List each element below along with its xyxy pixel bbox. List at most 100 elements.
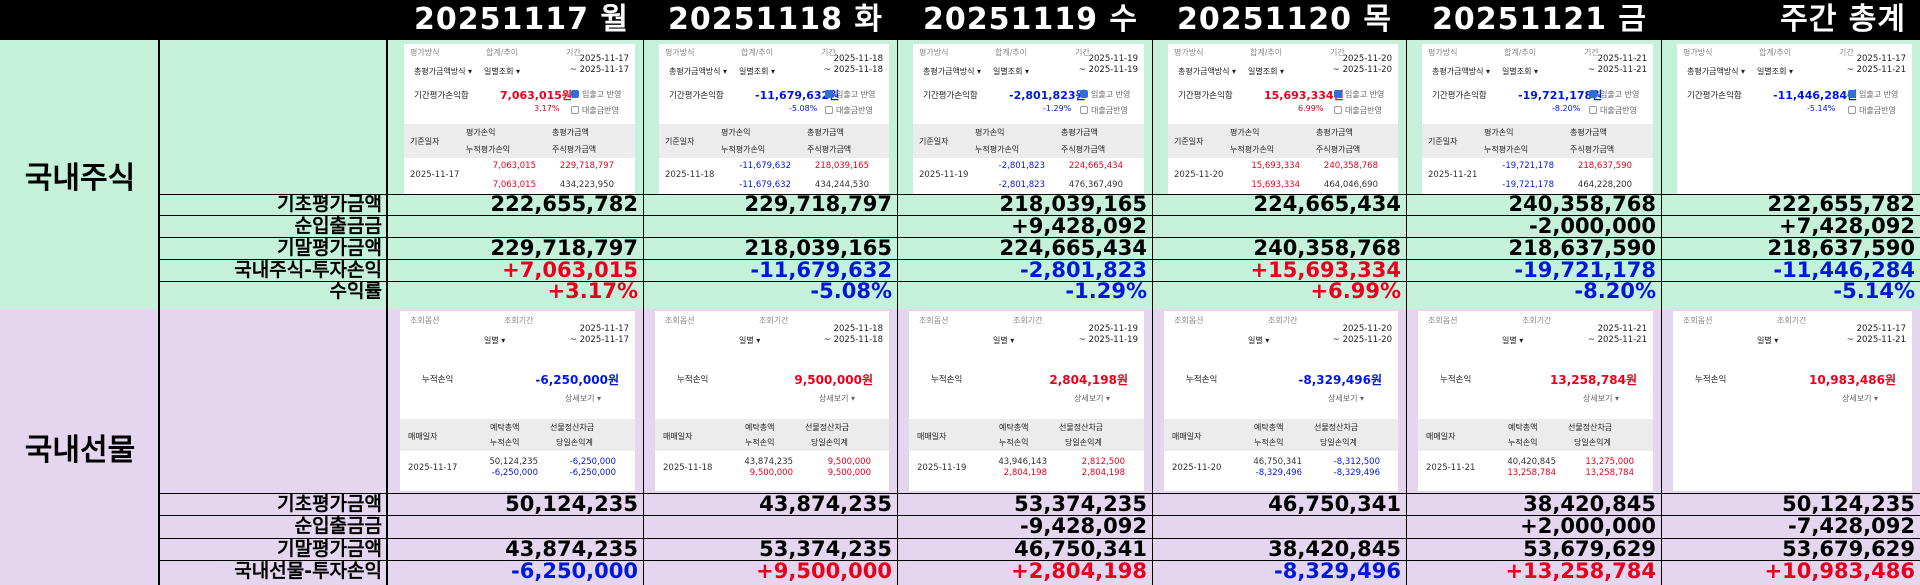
pnl-label: 기간평가손익합 — [1432, 91, 1487, 101]
value-cell — [388, 515, 643, 538]
method-dropdown[interactable]: 총평가금액방식 ▾ — [1687, 67, 1746, 76]
deposit-checkbox[interactable]: 입출고 반영 — [1848, 89, 1898, 100]
row-cum: 7,063,015 — [492, 180, 536, 190]
method-dropdown[interactable]: 총평가금액방식 ▾ — [923, 67, 982, 76]
col-stock: 주식평가금액 — [1061, 145, 1106, 154]
loan-checkbox[interactable]: 대출금반영 — [1589, 105, 1637, 116]
column-divider — [897, 40, 898, 585]
column-divider — [386, 40, 388, 585]
row-divider — [160, 538, 1920, 539]
col-settle: 선물정산차금 — [550, 423, 595, 432]
loan-checkbox[interactable]: 대출금반영 — [825, 105, 873, 116]
loan-checkbox[interactable]: 대출금반영 — [1334, 105, 1382, 116]
deposit-checkbox[interactable]: 입출고 반영 — [1080, 89, 1130, 100]
row-day: -8,329,496 — [1333, 468, 1380, 478]
deposit-checkbox[interactable]: 입출고 반영 — [825, 89, 875, 100]
view-dropdown[interactable]: 일별 ▾ — [484, 336, 506, 345]
row-total: 229,718,797 — [559, 161, 614, 171]
value-cell: 224,665,434 — [1253, 192, 1401, 216]
checkbox-label: 입출고 반영 — [1600, 90, 1640, 99]
method-label: 평가방식 — [1683, 48, 1713, 57]
detail-toggle[interactable]: 상세보기 ▾ — [819, 394, 855, 403]
row-date: 2025-11-18 — [665, 170, 715, 180]
col-cum: 누적평가손익 — [975, 145, 1020, 154]
row-total: 218,637,590 — [1577, 161, 1632, 171]
table-header: 기준일자 평가손익 총평가금액 누적평가손익 주식평가금액 — [404, 124, 635, 158]
option-label: 조회옵션 — [1428, 316, 1458, 325]
method-dropdown[interactable]: 총평가금액방식 ▾ — [669, 67, 728, 76]
detail-toggle[interactable]: 상세보기 ▾ — [1328, 394, 1364, 403]
period-start: 2025-11-20 — [1342, 54, 1392, 64]
row-date: 2025-11-18 — [663, 463, 713, 473]
period-start: 2025-11-18 — [833, 54, 883, 64]
method-label: 평가방식 — [410, 48, 440, 57]
method-dropdown[interactable]: 총평가금액방식 ▾ — [1178, 67, 1237, 76]
deposit-checkbox[interactable]: 입출고 반영 — [1334, 89, 1384, 100]
option-label: 조회옵션 — [1174, 316, 1204, 325]
col-stock: 주식평가금액 — [1316, 145, 1361, 154]
period-label: 조회기간 — [1777, 316, 1807, 325]
pnl-label: 기간평가손익합 — [414, 91, 469, 101]
view-dropdown[interactable]: 일별 ▾ — [1757, 336, 1779, 345]
loan-checkbox[interactable]: 대출금반영 — [1848, 105, 1896, 116]
col-eval: 평가손익 — [721, 128, 751, 137]
view-dropdown[interactable]: 일별조회 ▾ — [739, 67, 775, 76]
value-cell — [388, 215, 643, 237]
period-pnl-value: -2,801,823원 — [1009, 89, 1086, 102]
view-dropdown[interactable]: 일별조회 ▾ — [484, 67, 520, 76]
checkbox-unchecked-icon — [1589, 106, 1597, 114]
period-pnl-value: -11,446,284원 — [1773, 89, 1858, 102]
period-start: 2025-11-17 — [579, 324, 629, 334]
column-divider — [1406, 40, 1407, 585]
view-dropdown[interactable]: 일별조회 ▾ — [993, 67, 1029, 76]
option-label: 조회옵션 — [1683, 316, 1713, 325]
view-dropdown[interactable]: 일별 ▾ — [993, 336, 1015, 345]
checkbox-unchecked-icon — [1080, 106, 1088, 114]
sum-label: 합계/추이 — [1504, 48, 1537, 57]
row-day: -6,250,000 — [569, 468, 616, 478]
cum-pnl-label: 누적손익 — [1695, 375, 1727, 385]
view-dropdown[interactable]: 일별 ▾ — [1502, 336, 1524, 345]
detail-toggle[interactable]: 상세보기 ▾ — [1842, 394, 1878, 403]
col-cum: 누적손익 — [490, 438, 520, 447]
cum-pnl-label: 누적손익 — [1440, 375, 1472, 385]
period-end: ~ 2025-11-19 — [1078, 335, 1138, 345]
detail-toggle[interactable]: 상세보기 ▾ — [1074, 394, 1110, 403]
method-dropdown[interactable]: 총평가금액방식 ▾ — [1432, 67, 1491, 76]
checkbox-label: 입출고 반영 — [836, 90, 876, 99]
method-dropdown[interactable]: 총평가금액방식 ▾ — [414, 67, 473, 76]
detail-toggle[interactable]: 상세보기 ▾ — [1583, 394, 1619, 403]
detail-toggle[interactable]: 상세보기 ▾ — [565, 394, 601, 403]
return-rate: 6.99% — [1298, 104, 1324, 113]
value-cell: 50,124,235 — [505, 492, 638, 516]
loan-checkbox[interactable]: 대출금반영 — [1080, 105, 1128, 116]
row-cum: -6,250,000 — [491, 468, 538, 478]
return-rate: -5.08% — [789, 104, 818, 113]
method-label: 평가방식 — [1174, 48, 1204, 57]
checkbox-label: 대출금반영 — [836, 106, 873, 115]
pnl-label: 기간평가손익합 — [1687, 91, 1742, 101]
cum-pnl-label: 누적손익 — [931, 375, 963, 385]
view-dropdown[interactable]: 일별조회 ▾ — [1248, 67, 1284, 76]
value-cell: +9,428,092 — [1011, 214, 1147, 238]
row-cum: -11,679,632 — [739, 180, 791, 190]
checkbox-label: 대출금반영 — [1600, 106, 1637, 115]
col-total: 총평가금액 — [552, 128, 589, 137]
view-dropdown[interactable]: 일별 ▾ — [1248, 336, 1270, 345]
view-dropdown[interactable]: 일별조회 ▾ — [1502, 67, 1538, 76]
col-deposit: 예탁총액 — [1508, 423, 1538, 432]
period-label: 조회기간 — [1522, 316, 1552, 325]
loan-checkbox[interactable]: 대출금반영 — [571, 105, 619, 116]
cum-pnl-label: 누적손익 — [422, 375, 454, 385]
row-divider — [160, 493, 1920, 494]
deposit-checkbox[interactable]: 입출고 반영 — [1589, 89, 1639, 100]
view-dropdown[interactable]: 일별조회 ▾ — [1757, 67, 1793, 76]
col-day: 당일손익계 — [1320, 438, 1357, 447]
period-start: 2025-11-19 — [1088, 324, 1138, 334]
row-date: 2025-11-17 — [408, 463, 458, 473]
view-dropdown[interactable]: 일별 ▾ — [739, 336, 761, 345]
cum-pnl-label: 누적손익 — [1186, 375, 1218, 385]
value-cell: 53,679,629 — [1523, 537, 1656, 561]
deposit-checkbox[interactable]: 입출고 반영 — [571, 89, 621, 100]
